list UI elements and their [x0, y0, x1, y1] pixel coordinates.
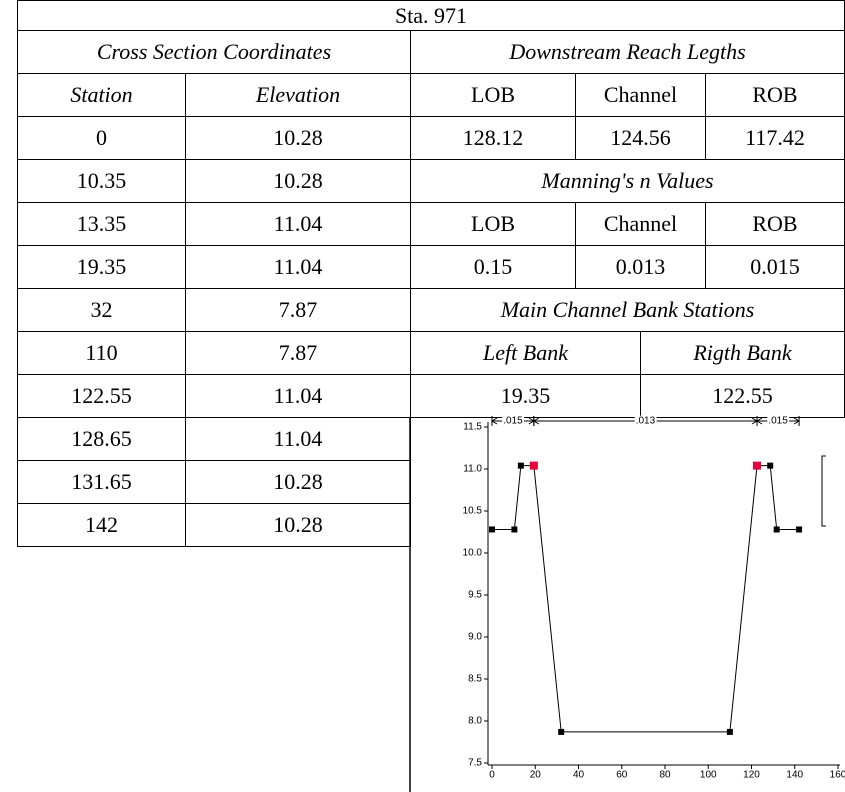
- x-tick-label: 20: [530, 770, 542, 781]
- x-tick-label: 60: [616, 770, 628, 781]
- x-tick-label: 120: [743, 770, 760, 781]
- bank-point: [529, 461, 538, 470]
- bank-station: 122.55: [640, 374, 845, 418]
- column-header: Station: [17, 73, 186, 117]
- section-heading: Downstream Reach Legths: [410, 30, 845, 74]
- ground-point: [726, 728, 733, 735]
- elevation-cell: 7.87: [185, 288, 411, 332]
- section-heading: Manning's n Values: [410, 159, 845, 203]
- y-tick-label: 11.5: [463, 422, 482, 433]
- y-tick-label: 10.0: [463, 548, 483, 559]
- y-tick-label: 11.0: [463, 464, 482, 475]
- y-tick-label: 8.0: [468, 716, 482, 727]
- ground-line: [492, 465, 800, 733]
- ground-point: [489, 526, 495, 533]
- y-tick-label: 7.5: [468, 758, 482, 769]
- x-tick-label: 140: [786, 770, 803, 781]
- annotation-bg: [502, 415, 525, 427]
- ground-point: [796, 526, 803, 533]
- x-tick-label: 0: [489, 770, 495, 781]
- column-header: LOB: [410, 73, 576, 117]
- y-tick-label: 8.5: [468, 674, 482, 685]
- ground-point: [511, 526, 518, 533]
- y-tick-label: 9.0: [468, 632, 482, 643]
- ground-point: [517, 462, 524, 469]
- manning-annotation: .013: [636, 416, 656, 427]
- annotation-bg: [767, 415, 790, 427]
- y-tick-label: 10.5: [463, 506, 483, 517]
- mannings-n: 0.015: [705, 245, 845, 289]
- x-tick-label: 80: [659, 770, 671, 781]
- manning-annotation: .015: [503, 416, 523, 427]
- legend-bracket: [821, 455, 826, 527]
- x-tick-label: 160: [830, 770, 845, 781]
- manning-annotation: .015: [768, 416, 788, 427]
- ground-point: [558, 728, 565, 735]
- annotation-bg: [634, 415, 657, 427]
- y-tick-label: 9.5: [468, 590, 482, 601]
- x-tick-label: 100: [700, 770, 717, 781]
- bank-point: [753, 461, 762, 470]
- ground-point: [767, 462, 774, 469]
- ground-point: [773, 526, 780, 533]
- x-tick-label: 40: [573, 770, 585, 781]
